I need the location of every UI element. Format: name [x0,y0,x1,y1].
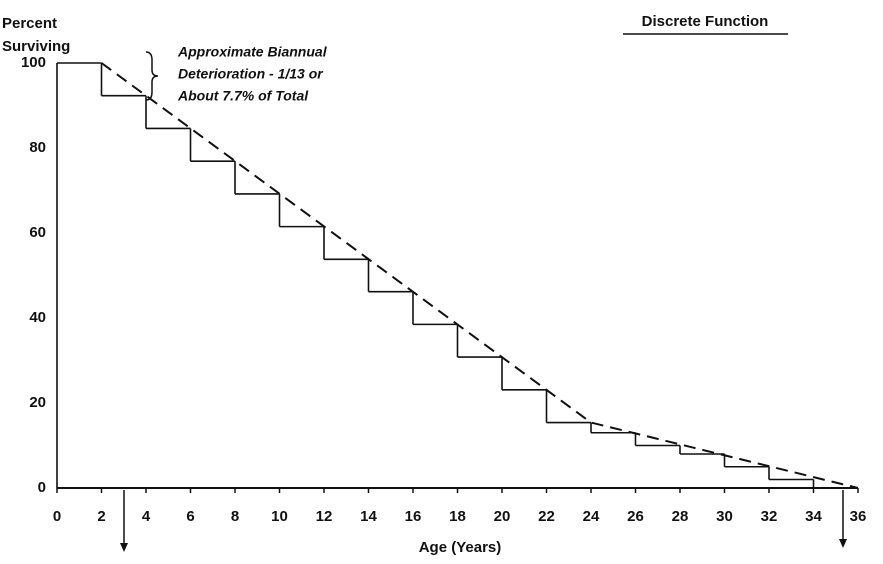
x-tick-label: 18 [449,508,466,525]
x-tick-label: 14 [360,508,377,525]
x-tick-label: 6 [186,508,194,525]
x-tick-label: 36 [850,508,867,525]
annotation: Deterioration - 1/13 or [178,66,324,82]
x-tick-label: 34 [805,508,822,525]
y-tick-label: 40 [29,309,46,326]
arrow-head [120,543,128,552]
x-tick-label: 0 [53,508,61,525]
y-axis-label: Surviving [2,38,70,55]
y-tick-label: 0 [38,479,46,496]
annotation: Approximate Biannual [177,44,328,60]
x-tick-label: 28 [672,508,689,525]
arrow-head [839,539,847,548]
x-tick-label: 32 [761,508,778,525]
x-tick-label: 2 [97,508,105,525]
y-tick-label: 20 [29,394,46,411]
x-tick-label: 26 [627,508,644,525]
x-axis-label: Age (Years) [419,539,502,556]
y-tick-label: 60 [29,224,46,241]
y-tick-label: 100 [21,54,46,71]
x-tick-label: 24 [583,508,600,525]
chart-title: Discrete Function [642,13,769,30]
dashed-trend [100,62,859,489]
x-tick-label: 20 [494,508,511,525]
y-axis-label: Percent [2,15,57,32]
x-tick-label: 10 [271,508,288,525]
annotation: About 7.7% of Total [177,88,309,104]
x-tick-label: 16 [405,508,422,525]
brace [145,51,159,101]
y-tick-label: 80 [29,139,46,156]
x-tick-label: 12 [316,508,333,525]
x-tick-label: 30 [716,508,733,525]
x-tick-label: 4 [142,508,151,525]
x-tick-label: 8 [231,508,239,525]
x-tick-label: 22 [538,508,555,525]
